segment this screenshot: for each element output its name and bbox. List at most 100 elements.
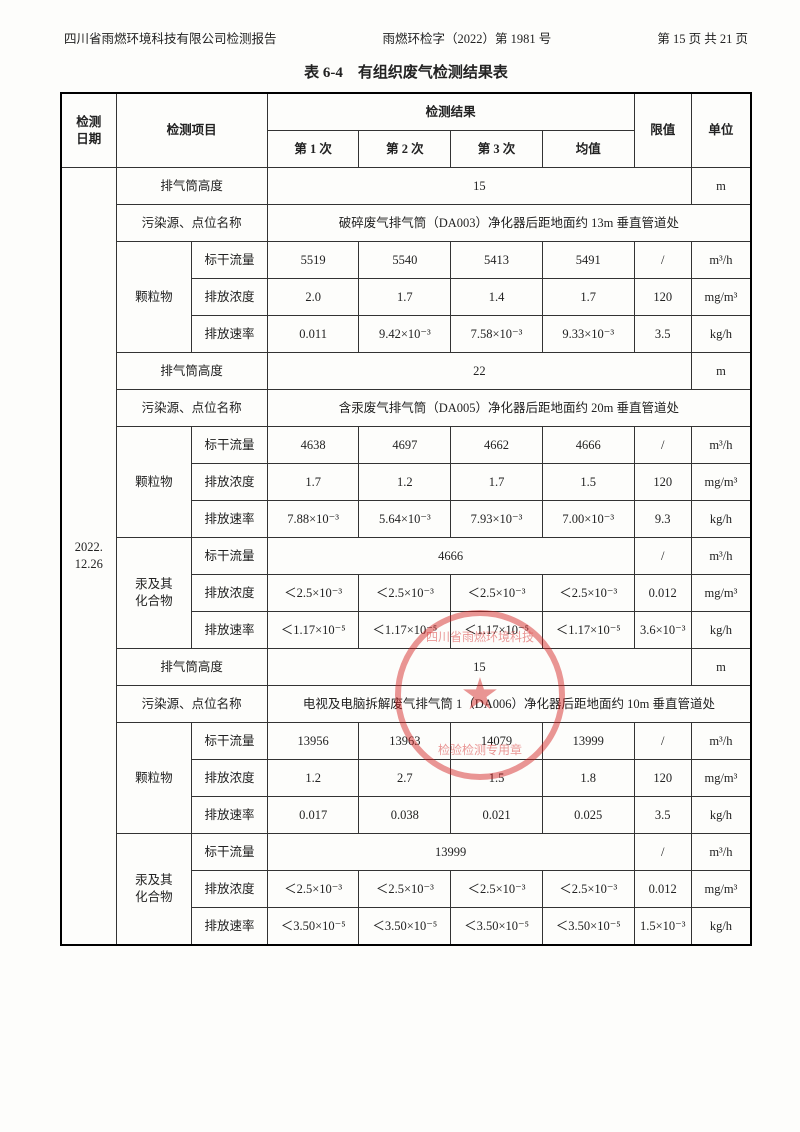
header-right: 第 15 页 共 21 页	[657, 28, 748, 47]
cell: 1.2	[359, 464, 451, 501]
cell: 0.011	[267, 316, 359, 353]
label-rate: 排放速率	[192, 797, 268, 834]
cell: 9.42×10⁻³	[359, 316, 451, 353]
label-src: 污染源、点位名称	[116, 205, 267, 242]
th-item: 检测项目	[116, 93, 267, 168]
src-name-1: 含汞废气排气筒（DA005）净化器后距地面约 20m 垂直管道处	[267, 390, 751, 427]
cell: 1.4	[451, 279, 543, 316]
cell: /	[634, 538, 691, 575]
label-conc: 排放浓度	[192, 279, 268, 316]
cell: ＜1.17×10⁻⁵	[267, 612, 359, 649]
cell: 1.7	[451, 464, 543, 501]
label-pm: 颗粒物	[116, 242, 192, 353]
cell: 13956	[267, 723, 359, 760]
label-src: 污染源、点位名称	[116, 390, 267, 427]
cell: mg/m³	[691, 760, 751, 797]
label-flow: 标干流量	[192, 242, 268, 279]
cell: 7.88×10⁻³	[267, 501, 359, 538]
cell: ＜1.17×10⁻⁵	[451, 612, 543, 649]
cell: 5.64×10⁻³	[359, 501, 451, 538]
label-pm: 颗粒物	[116, 723, 192, 834]
cell: 120	[634, 760, 691, 797]
cell: ＜2.5×10⁻³	[451, 871, 543, 908]
cell: 1.5×10⁻³	[634, 908, 691, 946]
unit-m: m	[691, 649, 751, 686]
src-name-2: 电视及电脑拆解废气排气筒 1（DA006）净化器后距地面约 10m 垂直管道处	[267, 686, 751, 723]
results-table: 检测日期 检测项目 检测结果 限值 单位 第 1 次 第 2 次 第 3 次 均…	[60, 92, 752, 946]
label-hg: 汞及其化合物	[116, 834, 192, 946]
cell: m³/h	[691, 834, 751, 871]
cell: 0.012	[634, 575, 691, 612]
cell: m³/h	[691, 242, 751, 279]
th-unit: 单位	[691, 93, 751, 168]
cell: m³/h	[691, 538, 751, 575]
cell: 9.3	[634, 501, 691, 538]
cell: 1.7	[359, 279, 451, 316]
cell: ＜2.5×10⁻³	[359, 871, 451, 908]
cell: 0.021	[451, 797, 543, 834]
label-src: 污染源、点位名称	[116, 686, 267, 723]
label-flow: 标干流量	[192, 723, 268, 760]
th-date: 检测日期	[61, 93, 116, 168]
label-rate: 排放速率	[192, 316, 268, 353]
stack-h-1: 22	[267, 353, 691, 390]
cell: ＜2.5×10⁻³	[267, 871, 359, 908]
label-conc: 排放浓度	[192, 464, 268, 501]
cell: 1.5	[542, 464, 634, 501]
th-avg: 均值	[542, 131, 634, 168]
cell: mg/m³	[691, 464, 751, 501]
unit-m: m	[691, 168, 751, 205]
label-conc: 排放浓度	[192, 760, 268, 797]
cell: kg/h	[691, 908, 751, 946]
cell: /	[634, 427, 691, 464]
cell: 4638	[267, 427, 359, 464]
label-rate: 排放速率	[192, 908, 268, 946]
header-left: 四川省雨燃环境科技有限公司检测报告	[64, 28, 277, 47]
cell: mg/m³	[691, 871, 751, 908]
cell: 5519	[267, 242, 359, 279]
label-stack-h: 排气筒高度	[116, 168, 267, 205]
cell: /	[634, 723, 691, 760]
cell: ＜3.50×10⁻⁵	[267, 908, 359, 946]
th-c2: 第 2 次	[359, 131, 451, 168]
cell: /	[634, 242, 691, 279]
cell: 2.0	[267, 279, 359, 316]
cell: 0.038	[359, 797, 451, 834]
cell: 5491	[542, 242, 634, 279]
table-title: 表 6-4 有组织废气检测结果表	[60, 61, 752, 82]
label-rate: 排放速率	[192, 501, 268, 538]
cell: 120	[634, 279, 691, 316]
cell: 13963	[359, 723, 451, 760]
cell: 5540	[359, 242, 451, 279]
cell: 120	[634, 464, 691, 501]
cell: 1.8	[542, 760, 634, 797]
cell: 2.7	[359, 760, 451, 797]
cell: mg/m³	[691, 575, 751, 612]
cell: kg/h	[691, 316, 751, 353]
th-c3: 第 3 次	[451, 131, 543, 168]
cell: ＜2.5×10⁻³	[267, 575, 359, 612]
label-flow: 标干流量	[192, 538, 268, 575]
cell: 7.93×10⁻³	[451, 501, 543, 538]
label-conc: 排放浓度	[192, 575, 268, 612]
label-pm: 颗粒物	[116, 427, 192, 538]
cell: 3.6×10⁻³	[634, 612, 691, 649]
cell: m³/h	[691, 723, 751, 760]
cell: /	[634, 834, 691, 871]
cell: 9.33×10⁻³	[542, 316, 634, 353]
label-stack-h: 排气筒高度	[116, 649, 267, 686]
cell: 7.58×10⁻³	[451, 316, 543, 353]
cell: ＜1.17×10⁻⁵	[359, 612, 451, 649]
cell: m³/h	[691, 427, 751, 464]
header-mid: 雨燃环检字（2022）第 1981 号	[383, 28, 552, 47]
date-cell: 2022.12.26	[61, 168, 116, 946]
cell: ＜2.5×10⁻³	[542, 575, 634, 612]
cell: ＜3.50×10⁻⁵	[359, 908, 451, 946]
label-hg: 汞及其化合物	[116, 538, 192, 649]
cell: mg/m³	[691, 279, 751, 316]
cell: 1.2	[267, 760, 359, 797]
cell: 1.5	[451, 760, 543, 797]
src-name-0: 破碎废气排气筒（DA003）净化器后距地面约 13m 垂直管道处	[267, 205, 751, 242]
cell: ＜3.50×10⁻⁵	[542, 908, 634, 946]
cell: kg/h	[691, 797, 751, 834]
